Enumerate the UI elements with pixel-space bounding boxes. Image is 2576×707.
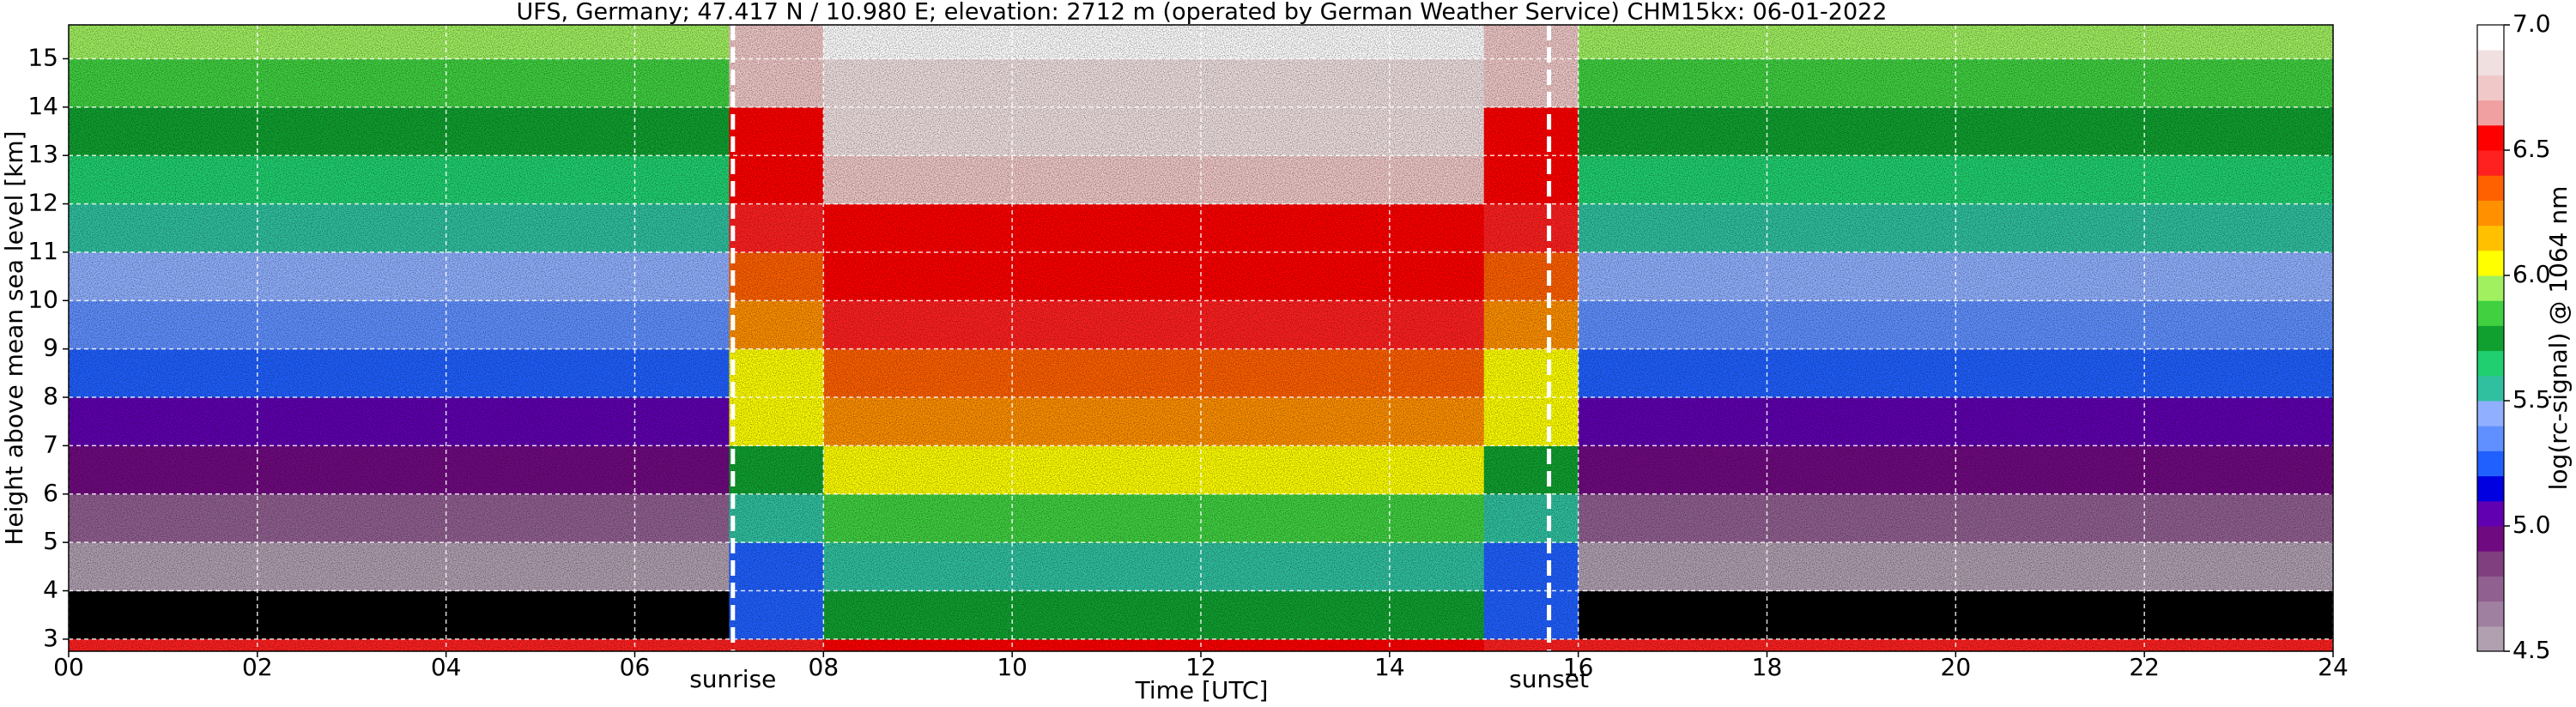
annotation-label: sunrise [689, 665, 776, 693]
y-axis-label: Height above mean sea level [km] [0, 130, 28, 545]
colorbar-swatch [2477, 100, 2504, 126]
colorbar-tick-label: 5.0 [2512, 511, 2551, 539]
colorbar-swatch [2477, 601, 2504, 627]
colorbar-swatch [2477, 625, 2504, 652]
colorbar-swatch [2477, 375, 2504, 402]
colorbar-swatch [2477, 300, 2504, 326]
colorbar-swatch [2477, 551, 2504, 577]
colorbar-swatch [2477, 475, 2504, 502]
x-tick-label: 22 [2129, 653, 2160, 681]
y-tick-label: 3 [43, 624, 58, 652]
x-tick-label: 18 [1752, 653, 1783, 681]
colorbar-swatch [2477, 426, 2504, 451]
colorbar-swatch [2477, 350, 2504, 377]
y-tick-label: 13 [27, 140, 58, 168]
y-tick-label: 11 [27, 237, 58, 265]
x-tick-label: 16 [1563, 653, 1594, 681]
chart-title: UFS, Germany; 47.417 N / 10.980 E; eleva… [517, 0, 1888, 26]
y-tick-label: 10 [27, 285, 58, 313]
y-tick-label: 9 [43, 334, 58, 362]
colorbar-swatch [2477, 526, 2504, 552]
colorbar-swatch [2477, 225, 2504, 251]
colorbar-swatch [2477, 401, 2504, 426]
x-tick-label: 02 [242, 653, 273, 681]
colorbar-label: log(rc-signal) @ 1064 nm [2544, 186, 2573, 491]
x-tick-label: 10 [997, 653, 1027, 681]
colorbar-tick-label: 7.0 [2512, 9, 2551, 38]
colorbar-tick-label: 6.0 [2512, 260, 2551, 288]
colorbar-tick-label: 5.5 [2512, 385, 2551, 414]
colorbar-swatch [2477, 576, 2504, 602]
y-tick-label: 12 [27, 189, 58, 217]
colorbar-swatch [2477, 450, 2504, 477]
x-tick-label: 12 [1185, 653, 1216, 681]
x-tick-label: 00 [53, 653, 84, 681]
colorbar-swatch [2477, 325, 2504, 352]
colorbar-swatch [2477, 275, 2504, 301]
y-tick-label: 7 [43, 430, 58, 458]
x-axis-label: Time [UTC] [1135, 676, 1269, 704]
colorbar-swatch [2477, 150, 2504, 176]
colorbar-swatch [2477, 25, 2504, 51]
overlay [68, 25, 2334, 651]
x-tick-label: 24 [2318, 653, 2349, 681]
y-tick-label: 14 [27, 92, 58, 120]
x-tick-label: 20 [1941, 653, 1972, 681]
x-tick-label: 04 [431, 653, 462, 681]
colorbar-swatch [2477, 250, 2504, 276]
x-tick-label: 06 [620, 653, 651, 681]
colorbar-swatch [2477, 200, 2504, 227]
y-tick-label: 5 [43, 527, 58, 555]
colorbar-tick-label: 6.5 [2512, 135, 2551, 163]
y-tick-label: 6 [43, 479, 58, 507]
colorbar-swatch [2477, 500, 2504, 527]
y-tick-label: 8 [43, 382, 58, 410]
colorbar-swatch [2477, 75, 2504, 101]
colorbar-swatch [2477, 124, 2504, 151]
colorbar-swatch [2477, 50, 2504, 76]
colorbar-frame [2476, 24, 2505, 652]
x-tick-label: 14 [1374, 653, 1405, 681]
x-tick-label: 08 [809, 653, 839, 681]
y-tick-label: 4 [43, 576, 58, 604]
colorbar-swatch [2477, 175, 2504, 201]
y-tick-label: 15 [27, 43, 58, 71]
annotation-label: sunset [1509, 665, 1589, 693]
colorbar-tick-label: 4.5 [2512, 636, 2551, 664]
